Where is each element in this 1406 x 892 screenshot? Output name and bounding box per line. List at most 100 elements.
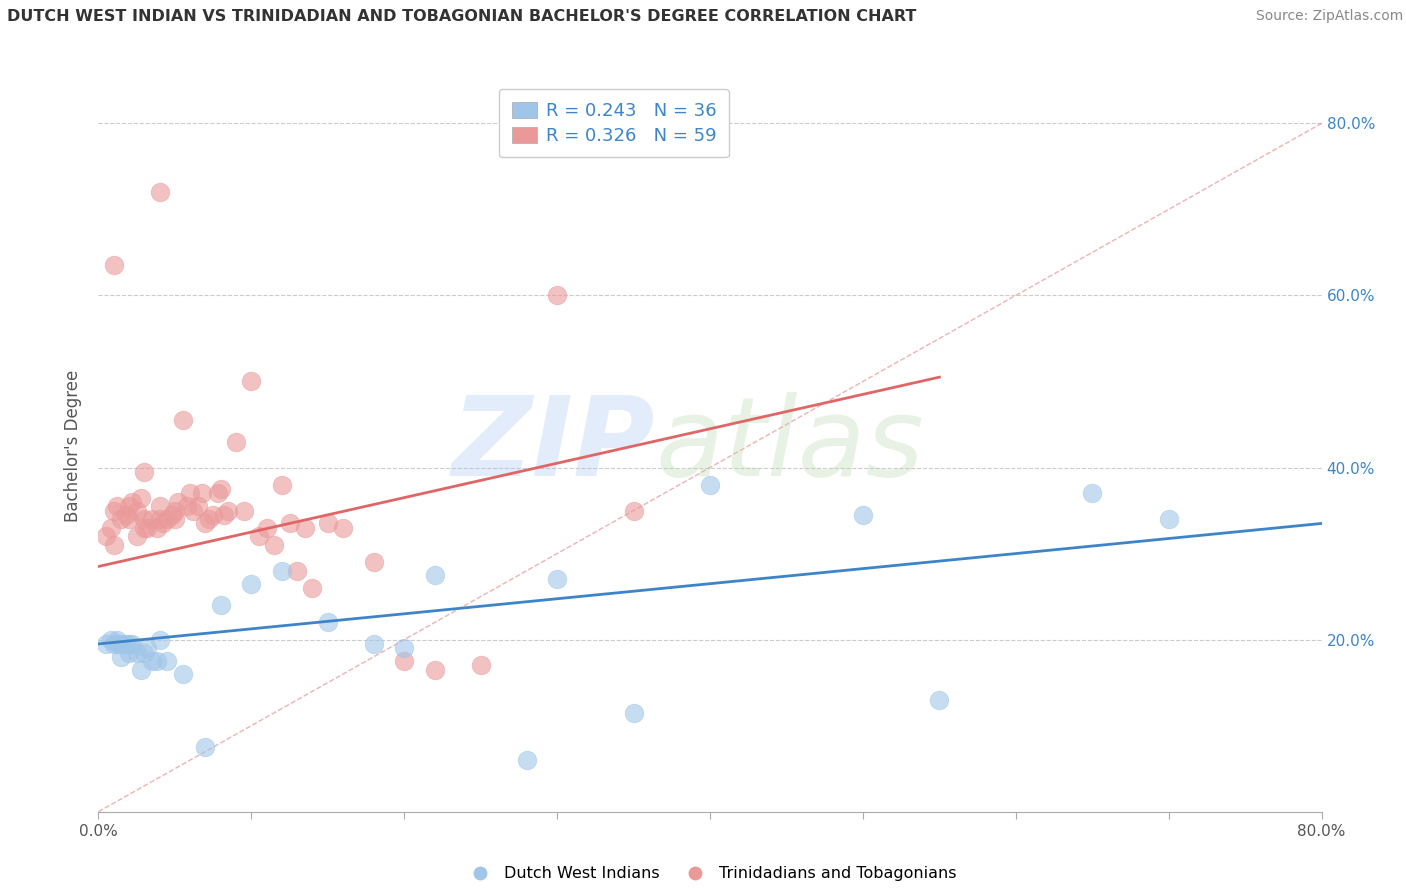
Point (125, 646, 148, 660)
Point (125, 503, 148, 517)
Point (110, 637, 132, 651)
Point (191, 486, 214, 500)
Point (232, 503, 254, 517)
Point (160, 508, 183, 522)
Point (217, 503, 239, 517)
Point (1157, 512, 1180, 526)
Text: DUTCH WEST INDIAN VS TRINIDADIAN AND TOBAGONIAN BACHELOR'S DEGREE CORRELATION CH: DUTCH WEST INDIAN VS TRINIDADIAN AND TOB… (7, 9, 917, 24)
Point (699, 477, 721, 491)
Point (149, 632, 172, 647)
Point (316, 615, 339, 630)
Point (172, 667, 194, 681)
Point (134, 521, 156, 535)
Text: ZIP: ZIP (451, 392, 655, 500)
Point (176, 500, 198, 514)
Point (152, 516, 174, 531)
Point (156, 512, 179, 526)
Point (121, 495, 143, 509)
Point (240, 375, 263, 389)
Point (392, 641, 416, 656)
Point (149, 500, 172, 514)
Point (256, 521, 278, 535)
Point (263, 538, 285, 552)
Point (134, 465, 156, 479)
Point (202, 508, 225, 522)
Point (163, 512, 186, 526)
Text: atlas: atlas (655, 392, 924, 500)
Point (194, 516, 217, 531)
Point (852, 508, 875, 522)
Point (294, 521, 316, 535)
Point (145, 521, 167, 535)
Point (363, 555, 385, 569)
Point (115, 637, 138, 651)
Point (115, 508, 138, 522)
Point (546, 288, 568, 302)
Point (103, 258, 125, 272)
Point (209, 482, 232, 496)
Point (194, 740, 217, 755)
Point (141, 512, 163, 526)
Point (118, 500, 141, 514)
Point (212, 508, 235, 522)
Point (546, 573, 568, 587)
Point (136, 641, 159, 656)
Point (285, 564, 308, 578)
Text: Source: ZipAtlas.com: Source: ZipAtlas.com (1256, 9, 1403, 23)
Point (129, 663, 152, 677)
Point (118, 637, 141, 651)
Point (332, 521, 354, 535)
Point (197, 512, 219, 526)
Point (179, 486, 201, 500)
Point (167, 495, 190, 509)
Point (118, 646, 141, 660)
Point (181, 503, 204, 517)
Point (94, 529, 117, 543)
Point (301, 581, 323, 595)
Point (121, 637, 143, 651)
Point (103, 637, 125, 651)
Point (278, 516, 301, 531)
Legend: Dutch West Indians, Trinidadians and Tobagonians: Dutch West Indians, Trinidadians and Tob… (457, 860, 963, 888)
Point (149, 512, 172, 526)
Point (225, 434, 247, 449)
Point (134, 512, 156, 526)
Point (145, 654, 167, 668)
Point (156, 654, 179, 668)
Point (928, 693, 950, 707)
Point (172, 413, 194, 427)
Point (1081, 486, 1104, 500)
Point (94, 637, 117, 651)
Point (105, 500, 128, 514)
Point (149, 185, 172, 199)
Point (470, 658, 492, 673)
Point (423, 663, 446, 677)
Y-axis label: Bachelor's Degree: Bachelor's Degree (65, 370, 83, 522)
Point (100, 521, 122, 535)
Point (316, 516, 339, 531)
Point (516, 753, 538, 767)
Point (392, 654, 416, 668)
Point (103, 503, 125, 517)
Point (136, 521, 159, 535)
Point (105, 632, 128, 647)
Point (163, 503, 186, 517)
Point (107, 637, 129, 651)
Point (270, 564, 292, 578)
Point (129, 491, 152, 505)
Point (100, 632, 122, 647)
Point (207, 486, 229, 500)
Point (209, 598, 232, 612)
Point (423, 568, 446, 582)
Point (118, 512, 141, 526)
Point (141, 654, 163, 668)
Point (103, 538, 125, 552)
Point (187, 500, 209, 514)
Point (240, 576, 263, 591)
Point (363, 637, 385, 651)
Point (270, 477, 292, 491)
Point (134, 646, 156, 660)
Point (110, 512, 132, 526)
Point (623, 706, 645, 720)
Point (247, 529, 270, 543)
